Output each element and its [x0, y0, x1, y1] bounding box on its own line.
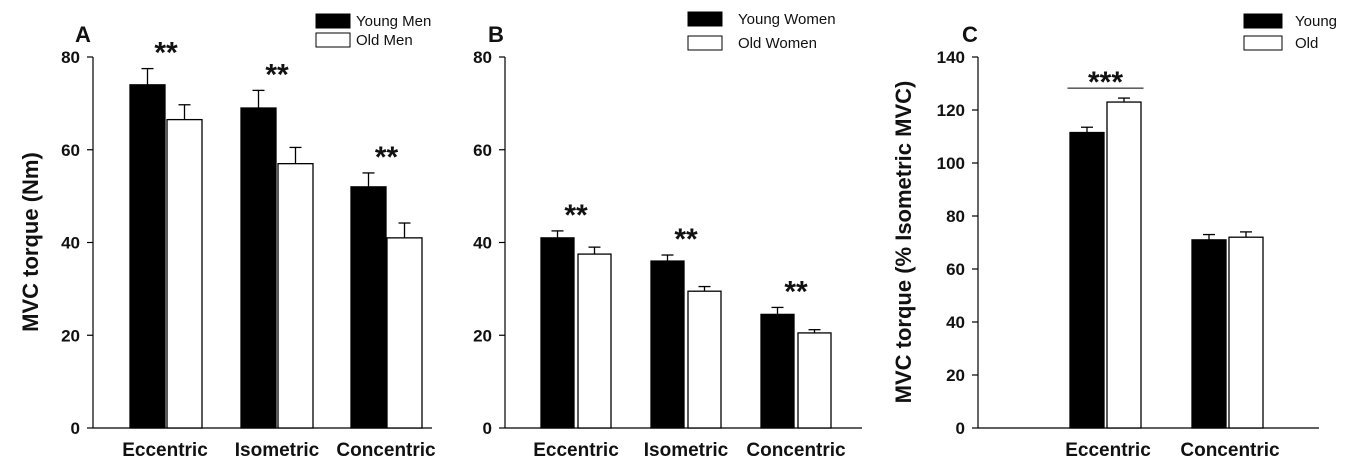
y-tick-label: 60 — [946, 260, 965, 279]
panel-letter: A — [75, 22, 91, 47]
bar-young — [350, 186, 387, 429]
y-ticks: 0 20 40 60 80 100 120 140 — [937, 48, 978, 438]
y-tick-label: 80 — [946, 207, 965, 226]
panel-c: C MVC torque (% Isometric MVC) 0 20 40 60 80… — [891, 13, 1337, 461]
significance-marker: ** — [375, 141, 399, 174]
y-tick-label: 20 — [61, 326, 80, 345]
x-category-labels: Eccentric Isometric Concentric — [122, 440, 436, 461]
legend-swatch-old — [315, 32, 351, 48]
significance-marker: ** — [674, 223, 698, 256]
bar-old — [277, 163, 314, 429]
y-tick-label: 0 — [483, 419, 492, 438]
x-category-label: Concentric — [336, 440, 436, 461]
y-tick-label: 40 — [473, 234, 492, 253]
bar-old — [166, 118, 203, 429]
y-tick-label: 120 — [937, 101, 965, 120]
legend: Young Old — [1243, 13, 1337, 52]
bar-old — [687, 290, 722, 429]
legend-swatch-young — [315, 13, 351, 29]
legend-label-old: Old Men — [356, 32, 413, 49]
bar-young — [650, 260, 685, 429]
legend-swatch-old — [1243, 35, 1283, 51]
y-tick-label: 100 — [937, 154, 965, 173]
x-category-label: Isometric — [235, 440, 320, 461]
x-category-labels: Eccentric Isometric Concentric — [533, 440, 846, 461]
bars — [1069, 97, 1264, 429]
significance-marker: ** — [265, 58, 289, 91]
x-category-label: Eccentric — [1065, 440, 1151, 461]
bar-old — [1228, 236, 1264, 429]
legend-label-old: Old Women — [738, 35, 817, 52]
bars — [129, 67, 423, 429]
bar-old — [1106, 101, 1142, 429]
y-tick-label: 20 — [473, 326, 492, 345]
y-tick-label: 0 — [71, 419, 80, 438]
legend: Young Men Old Men — [315, 13, 431, 49]
y-tick-label: 20 — [946, 366, 965, 385]
legend-label-young: Young — [1295, 13, 1337, 30]
bar-young — [129, 84, 166, 429]
panel-a: A MVC torque (Nm) 0 20 40 60 80 ** ** ** Eccen… — [18, 13, 436, 461]
legend-label-old: Old — [1295, 35, 1318, 52]
y-tick-label: 140 — [937, 48, 965, 67]
legend-swatch-old — [687, 35, 723, 51]
x-category-label: Eccentric — [533, 440, 619, 461]
significance-marker: *** — [1088, 66, 1123, 99]
bar-young — [240, 107, 277, 429]
y-ticks: 0 20 40 60 80 — [61, 48, 93, 438]
panel-b: B 0 20 40 60 80 ** ** ** Eccentric Isometric Con… — [473, 11, 862, 461]
legend-label-young: Young Men — [356, 13, 431, 30]
y-tick-label: 60 — [61, 141, 80, 160]
y-tick-label: 0 — [956, 419, 965, 438]
x-category-label: Isometric — [644, 440, 729, 461]
bar-old — [577, 253, 612, 429]
y-tick-label: 60 — [473, 141, 492, 160]
legend: Young Women Old Women — [687, 11, 836, 52]
bar-old — [797, 332, 832, 429]
bar-young — [1069, 131, 1105, 429]
y-tick-label: 40 — [946, 313, 965, 332]
y-axis-title: MVC torque (% Isometric MVC) — [891, 81, 916, 404]
significance-markers: ** ** ** — [564, 199, 808, 309]
bar-young — [540, 237, 575, 429]
y-tick-label: 80 — [61, 48, 80, 67]
legend-label-young: Young Women — [738, 11, 836, 28]
x-category-labels: Eccentric Concentric — [1065, 440, 1280, 461]
bar-young — [760, 313, 795, 429]
significance-marker: ** — [154, 37, 178, 70]
panel-letter: C — [962, 22, 978, 47]
significance-marker: ** — [564, 199, 588, 232]
y-axis-title: MVC torque (Nm) — [18, 152, 43, 332]
y-ticks: 0 20 40 60 80 — [473, 48, 505, 438]
significance-markers: ** ** ** — [154, 37, 398, 174]
significance-markers: *** — [1067, 66, 1144, 99]
bar-old — [386, 237, 423, 429]
significance-marker: ** — [784, 275, 808, 308]
x-category-label: Concentric — [1180, 440, 1280, 461]
bars — [540, 230, 832, 429]
y-tick-label: 40 — [61, 234, 80, 253]
axes — [977, 57, 1319, 429]
x-category-label: Eccentric — [122, 440, 208, 461]
x-category-label: Concentric — [746, 440, 846, 461]
legend-swatch-young — [687, 11, 723, 27]
legend-swatch-young — [1243, 13, 1283, 29]
bar-young — [1191, 239, 1227, 429]
panel-letter: B — [488, 22, 504, 47]
y-tick-label: 80 — [473, 48, 492, 67]
